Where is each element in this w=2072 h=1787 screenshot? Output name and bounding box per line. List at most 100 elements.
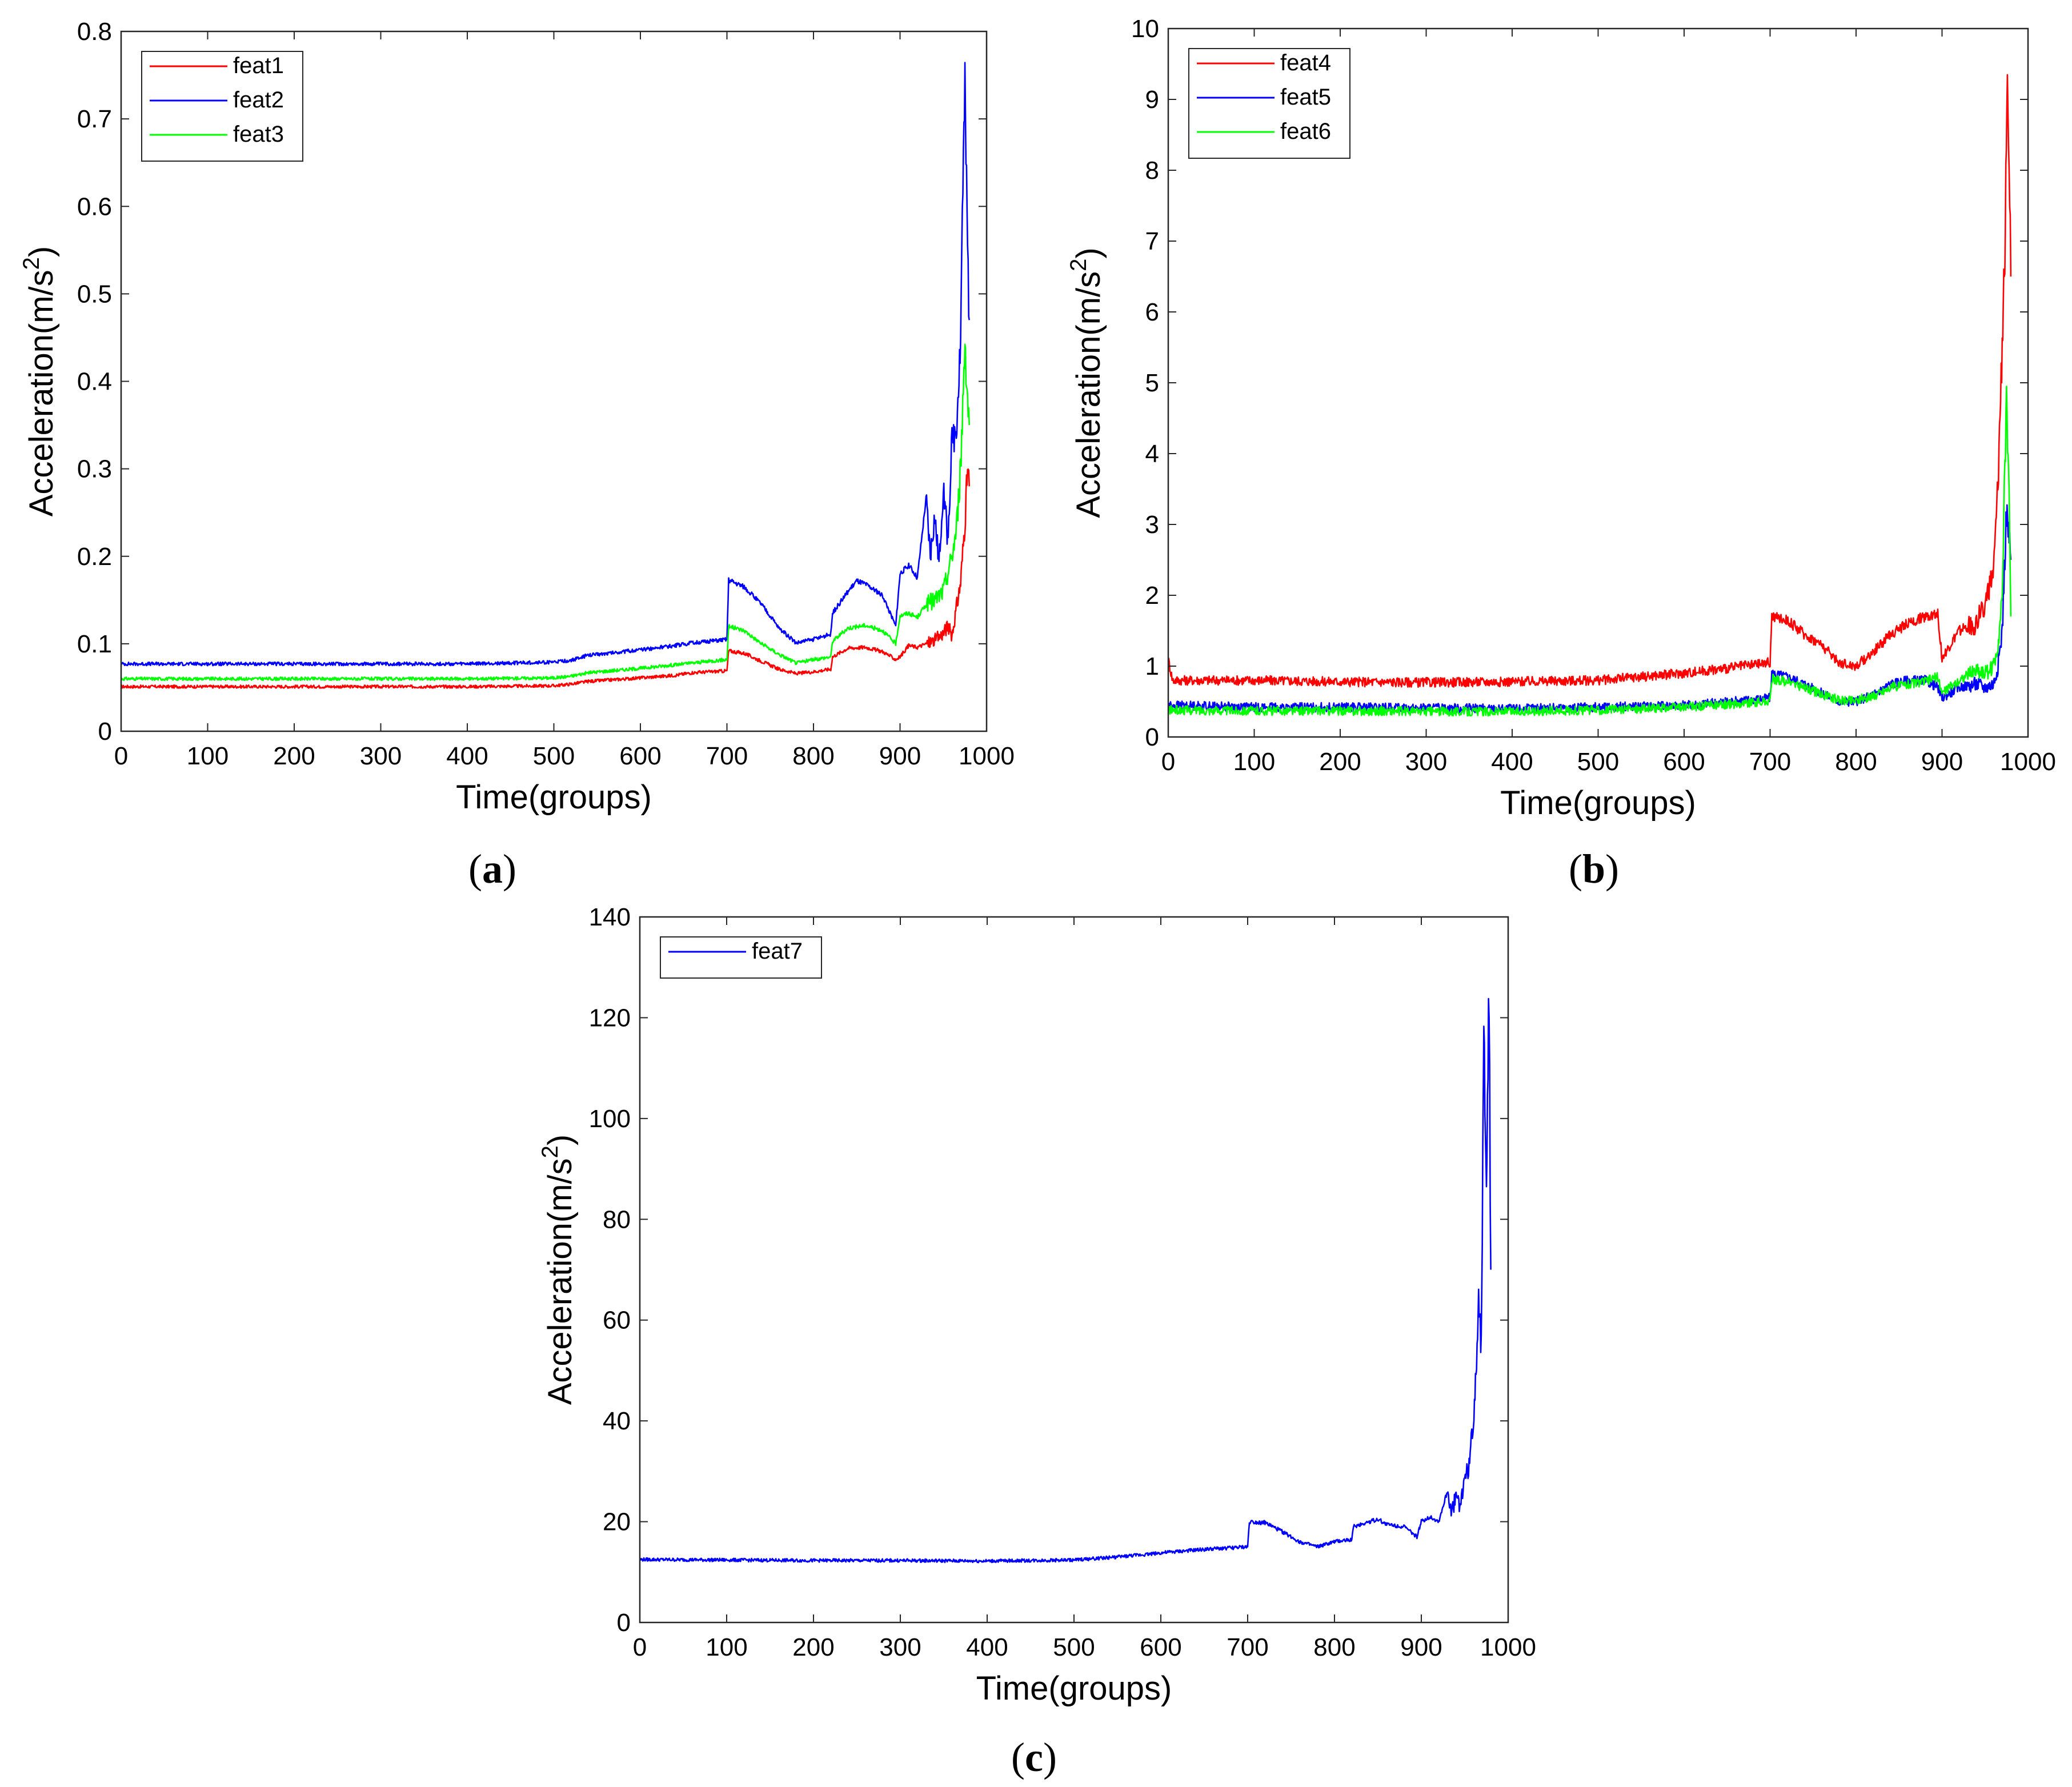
- y-tick-label: 0: [617, 1609, 631, 1637]
- x-tick-label: 800: [1313, 1633, 1355, 1661]
- y-tick-label: 7: [1145, 227, 1159, 255]
- x-tick-label: 100: [706, 1633, 747, 1661]
- series-line-feat4: [1168, 74, 2012, 688]
- x-tick-label: 1000: [959, 742, 1015, 770]
- chart-panel-c: 0 100 200 300 400 500 600 700 800 900 1000 0 20 40 60 8…: [538, 903, 1536, 1780]
- chart-root: 0 100 200 300 400 500 600 700 800 900 100000.10.20…: [19, 15, 2056, 1780]
- x-tick-label: 700: [706, 742, 748, 770]
- panel-label: (b): [1569, 846, 1619, 892]
- x-tick-label: 300: [360, 742, 402, 770]
- x-tick-label: 200: [792, 1633, 834, 1661]
- x-tick-label: 300: [1405, 748, 1447, 776]
- series-group: [1168, 74, 2012, 717]
- y-tick-label: 0.1: [77, 630, 112, 658]
- y-tick-label: 0.7: [77, 105, 112, 133]
- y-tick-label: 0.6: [77, 193, 112, 221]
- y-tick-label: 1: [1145, 652, 1159, 680]
- x-tick-label: 1000: [2000, 748, 2056, 776]
- y-axis-title-close: ): [23, 246, 60, 257]
- x-tick-label: 600: [1140, 1633, 1181, 1661]
- x-tick-label: 700: [1749, 748, 1791, 776]
- x-tick-label: 600: [1663, 748, 1705, 776]
- legend-label-feat5: feat5: [1280, 85, 1331, 110]
- x-tick-label: 200: [1319, 748, 1361, 776]
- series-line-feat6: [1168, 385, 2012, 717]
- y-tick-label: 5: [1145, 369, 1159, 397]
- y-tick-label: 120: [589, 1004, 631, 1032]
- x-tick-label: 100: [1233, 748, 1275, 776]
- y-axis-title-sup: 2: [19, 257, 44, 270]
- x-tick-label: 500: [1577, 748, 1619, 776]
- x-tick-label: 600: [619, 742, 661, 770]
- y-axis-title-base: Acceleration(m/s: [542, 1158, 579, 1405]
- series-line-feat7: [640, 997, 1492, 1564]
- y-axis-title-base: Acceleration(m/s: [23, 270, 60, 516]
- x-tick-label: 400: [446, 742, 488, 770]
- legend-label-feat3: feat3: [233, 122, 284, 147]
- y-axis-title: Acceleration(m/s2): [1066, 247, 1107, 518]
- y-tick-label: 20: [603, 1508, 631, 1536]
- y-tick-label: 40: [603, 1407, 631, 1435]
- y-axis-title-base: Acceleration(m/s: [1070, 271, 1107, 518]
- x-tick-label: 300: [879, 1633, 921, 1661]
- x-tick-label: 100: [187, 742, 229, 770]
- legend-label-feat4: feat4: [1280, 50, 1331, 75]
- series-line-feat2: [121, 62, 970, 667]
- y-tick-label: 6: [1145, 298, 1159, 326]
- y-axis-title: Acceleration(m/s2): [538, 1135, 579, 1405]
- legend-box: [1188, 48, 1350, 159]
- x-tick-label: 900: [879, 742, 921, 770]
- x-tick-label: 400: [1491, 748, 1533, 776]
- y-axis-title-sup: 2: [1066, 259, 1091, 271]
- panel-label: (a): [468, 846, 516, 892]
- x-tick-label: 800: [792, 742, 834, 770]
- x-tick-label: 0: [633, 1633, 647, 1661]
- chart-panel-b: 0 100 200 300 400 500 600 700 800 900 1000 0 1 2 3 4 5 6 7…: [1066, 15, 2056, 892]
- y-tick-label: 8: [1145, 157, 1159, 185]
- y-tick-label: 0: [98, 718, 112, 746]
- legend-label-feat1: feat1: [233, 53, 284, 78]
- y-tick-label: 0.5: [77, 280, 112, 308]
- y-tick-label: 80: [603, 1205, 631, 1233]
- series-line-feat3: [121, 343, 970, 682]
- chart-panel-a: 0 100 200 300 400 500 600 700 800 900 1000 0 0.1 0.2 0…: [19, 18, 1015, 892]
- y-tick-label: 0.2: [77, 543, 112, 571]
- legend-label-feat7: feat7: [752, 939, 803, 964]
- y-axis-title-close: ): [1070, 247, 1107, 258]
- x-tick-label: 1000: [1480, 1633, 1536, 1661]
- x-tick-label: 500: [533, 742, 575, 770]
- x-tick-label: 400: [966, 1633, 1008, 1661]
- y-tick-label: 60: [603, 1307, 631, 1335]
- y-tick-label: 4: [1145, 440, 1159, 468]
- x-tick-label: 0: [114, 742, 128, 770]
- x-tick-label: 900: [1921, 748, 1963, 776]
- y-axis-title-close: ): [542, 1135, 579, 1145]
- y-tick-label: 100: [589, 1105, 631, 1133]
- x-axis-title: Time(groups): [1500, 784, 1696, 822]
- x-axis-title: Time(groups): [976, 1670, 1172, 1707]
- legend-label-feat6: feat6: [1280, 119, 1331, 144]
- y-tick-label: 0.8: [77, 18, 112, 46]
- y-tick-label: 3: [1145, 511, 1159, 539]
- x-tick-label: 0: [1161, 748, 1175, 776]
- panel-label: (c): [1011, 1734, 1057, 1780]
- x-tick-label: 500: [1053, 1633, 1095, 1661]
- y-tick-label: 0.4: [77, 368, 112, 396]
- x-tick-label: 900: [1400, 1633, 1442, 1661]
- x-tick-label: 200: [273, 742, 315, 770]
- x-tick-label: 700: [1227, 1633, 1268, 1661]
- x-axis-title: Time(groups): [456, 779, 652, 816]
- y-tick-label: 0.3: [77, 455, 112, 483]
- y-tick-label: 0: [1145, 723, 1159, 751]
- series-line-feat1: [121, 468, 970, 689]
- y-axis-title-sup: 2: [538, 1145, 563, 1158]
- y-tick-label: 10: [1131, 15, 1159, 43]
- y-axis-title: Acceleration(m/s2): [19, 246, 60, 517]
- series-group: [121, 62, 970, 689]
- y-tick-label: 9: [1145, 86, 1159, 114]
- series-group: [640, 997, 1492, 1564]
- y-tick-label: 2: [1145, 582, 1159, 610]
- x-tick-label: 800: [1835, 748, 1877, 776]
- legend-box: [660, 936, 822, 979]
